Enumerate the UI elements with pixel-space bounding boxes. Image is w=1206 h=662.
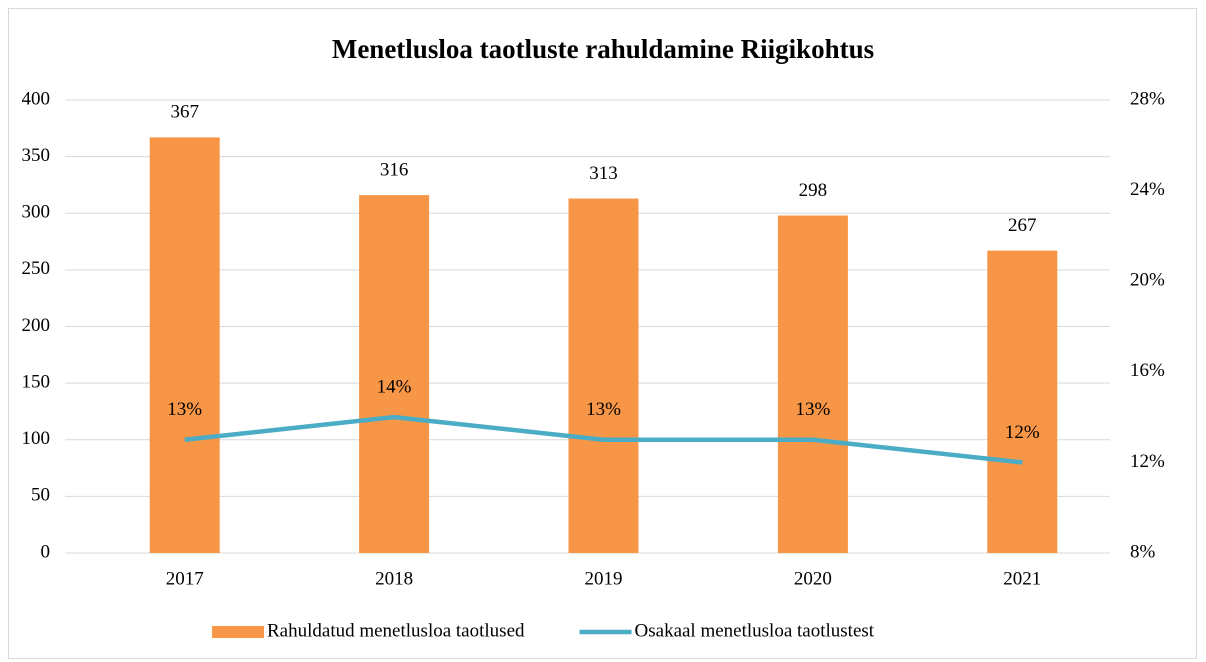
y-tick-label: 200: [22, 315, 51, 336]
y-tick-label: 300: [22, 202, 51, 223]
x-tick-label: 2017: [166, 568, 204, 589]
line-value-label: 13%: [167, 399, 202, 420]
y-tick-label: 100: [22, 428, 51, 449]
line: [184, 414, 1023, 465]
x-tick-label: 2019: [585, 568, 623, 589]
line-value-label: 13%: [586, 399, 621, 420]
x-tick-label: 2020: [794, 568, 832, 589]
bar-value-label: 298: [799, 180, 828, 201]
bar-value-label: 267: [1008, 215, 1037, 236]
y2-tick-label: 12%: [1130, 451, 1165, 472]
bar-value-label: 367: [170, 102, 199, 123]
y2-tick-label: 24%: [1130, 179, 1165, 200]
legend-label: Rahuldatud menetlusloa taotlused: [267, 620, 525, 641]
y2-tick-label: 28%: [1130, 88, 1165, 109]
x-tick-label: 2018: [375, 568, 413, 589]
y-tick-label: 50: [31, 485, 50, 506]
y2-tick-label: 8%: [1130, 541, 1156, 562]
bar: [359, 195, 430, 553]
bar-value-label: 316: [380, 159, 409, 180]
line-value-label: 12%: [1005, 422, 1040, 443]
y2-tick-label: 16%: [1130, 360, 1165, 381]
x-tick-label: 2021: [1003, 568, 1041, 589]
chart-title: Menetlusloa taotluste rahuldamine Riigik…: [332, 34, 874, 64]
bar: [568, 198, 639, 553]
y-tick-label: 150: [22, 371, 51, 392]
y-tick-label: 400: [22, 88, 51, 109]
bar: [149, 137, 220, 553]
bar: [987, 250, 1058, 553]
legend-swatch: [212, 626, 264, 638]
line-value-label: 13%: [795, 399, 830, 420]
y2-tick-label: 20%: [1130, 270, 1165, 291]
y-tick-label: 250: [22, 258, 51, 279]
bar-value-label: 313: [589, 163, 618, 184]
bar: [777, 215, 848, 553]
y-tick-label: 0: [41, 541, 51, 562]
line-value-label: 14%: [377, 376, 412, 397]
legend-label: Osakaal menetlusloa taotlustest: [635, 620, 875, 641]
y-tick-label: 350: [22, 145, 51, 166]
